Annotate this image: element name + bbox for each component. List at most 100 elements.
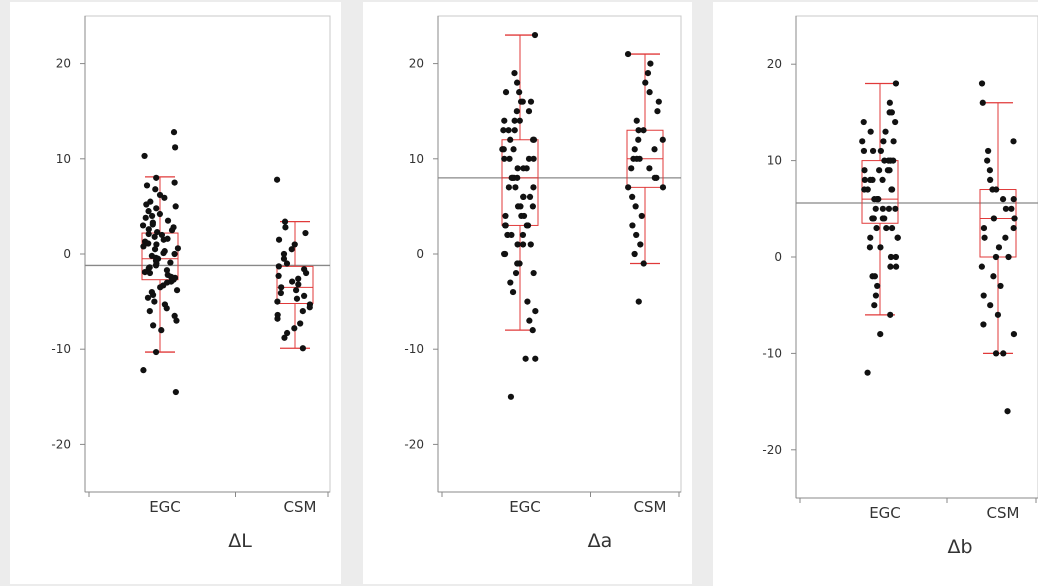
data-point-csm <box>1000 350 1007 357</box>
data-point-csm <box>633 231 640 239</box>
y-tick-label: 0 <box>63 247 71 261</box>
y-tick-label: -10 <box>51 342 71 356</box>
data-point-csm <box>635 127 642 134</box>
data-point-csm <box>629 193 636 200</box>
data-point-egc <box>527 98 535 105</box>
data-point-egc <box>516 89 523 96</box>
data-point-egc <box>153 174 160 181</box>
data-point-csm <box>302 269 310 277</box>
data-point-csm <box>986 167 993 174</box>
data-point-csm <box>275 236 283 243</box>
data-point-csm <box>631 250 638 258</box>
data-point-egc <box>150 322 157 329</box>
data-point-csm <box>299 308 306 315</box>
data-point-csm <box>280 255 288 262</box>
data-point-csm <box>632 203 639 210</box>
data-point-csm <box>992 253 1000 261</box>
data-point-csm <box>659 184 667 191</box>
data-point-egc <box>152 348 160 356</box>
data-point-csm <box>646 165 653 172</box>
data-point-egc <box>531 31 539 39</box>
iqr-box <box>501 139 539 226</box>
data-point-egc <box>163 305 170 312</box>
data-point-egc <box>153 241 160 248</box>
data-point-egc <box>872 205 879 212</box>
data-point-csm <box>978 80 986 87</box>
data-point-csm <box>642 79 649 86</box>
data-point-egc <box>509 174 516 181</box>
data-point-egc <box>530 184 537 191</box>
data-point-egc <box>163 267 171 274</box>
data-point-csm <box>1011 215 1018 222</box>
data-point-egc <box>500 127 507 134</box>
data-point-csm <box>644 70 652 77</box>
data-point-egc <box>148 212 156 220</box>
y-tick-label: -20 <box>51 437 71 451</box>
data-point-egc <box>860 118 867 126</box>
plot-frame <box>84 15 331 493</box>
data-point-egc <box>869 147 877 155</box>
data-point-egc <box>160 249 167 257</box>
data-point-egc <box>158 327 165 334</box>
data-point-egc <box>172 388 179 396</box>
data-point-egc <box>149 291 157 299</box>
data-point-egc <box>156 191 164 199</box>
data-point-egc <box>512 184 519 191</box>
data-point-egc <box>501 117 508 124</box>
data-point-csm <box>306 304 313 311</box>
y-tick-label: 10 <box>56 152 71 166</box>
data-point-csm <box>295 281 302 288</box>
data-point-csm <box>625 184 632 191</box>
data-point-csm <box>994 311 1002 318</box>
data-point-egc <box>152 186 159 193</box>
chart-delta-l: 20 10 0 -10 -20 EGC CSM ΔL <box>51 15 331 552</box>
data-point-egc <box>871 273 879 280</box>
y-tick-label: 20 <box>409 57 424 71</box>
data-point-egc <box>139 222 147 229</box>
data-point-csm <box>289 278 296 285</box>
data-point-egc <box>877 147 884 155</box>
data-point-csm <box>990 215 997 222</box>
chart-panel-delta-b: 20 10 0 -10 -20 EGC CSM Δb <box>713 2 1038 586</box>
data-point-csm <box>280 250 288 258</box>
data-point-csm <box>999 196 1007 203</box>
data-point-egc <box>887 311 894 318</box>
data-point-egc <box>889 186 896 193</box>
chart-panel-delta-a: 20 10 0 -10 -20 EGC CSM Δa <box>363 2 692 584</box>
data-point-egc <box>171 179 178 186</box>
data-point-egc <box>860 147 868 155</box>
data-point-csm <box>987 302 994 309</box>
data-point-egc <box>887 253 895 261</box>
x-category-label-csm: CSM <box>987 504 1020 522</box>
data-point-egc <box>883 224 890 232</box>
data-point-egc <box>892 118 899 126</box>
data-point-egc <box>519 231 527 239</box>
data-point-csm <box>278 284 285 291</box>
data-point-csm <box>630 155 637 162</box>
data-point-csm <box>281 218 289 225</box>
x-axis-label: Δb <box>947 536 972 558</box>
data-point-csm <box>275 263 282 270</box>
data-point-egc <box>160 236 167 243</box>
data-point-egc <box>888 109 895 116</box>
data-point-egc <box>141 268 149 276</box>
data-point-egc <box>859 138 866 145</box>
data-point-egc <box>861 186 868 193</box>
data-point-egc <box>145 265 152 272</box>
data-point-csm <box>282 224 289 231</box>
x-category-label-egc: EGC <box>509 498 541 516</box>
data-point-egc <box>506 155 513 162</box>
y-tick-label: 20 <box>767 57 782 71</box>
data-point-egc <box>877 244 884 251</box>
data-point-egc <box>143 182 151 189</box>
data-point-egc <box>507 279 514 286</box>
data-point-egc <box>502 212 509 220</box>
data-point-csm <box>635 298 642 305</box>
data-point-egc <box>153 205 160 212</box>
data-point-egc <box>509 288 517 296</box>
data-point-egc <box>514 260 521 267</box>
data-point-egc <box>501 250 508 258</box>
data-point-csm <box>1010 138 1017 145</box>
data-point-csm <box>275 272 282 279</box>
chart-delta-b: 20 10 0 -10 -20 EGC CSM Δb <box>762 15 1038 558</box>
